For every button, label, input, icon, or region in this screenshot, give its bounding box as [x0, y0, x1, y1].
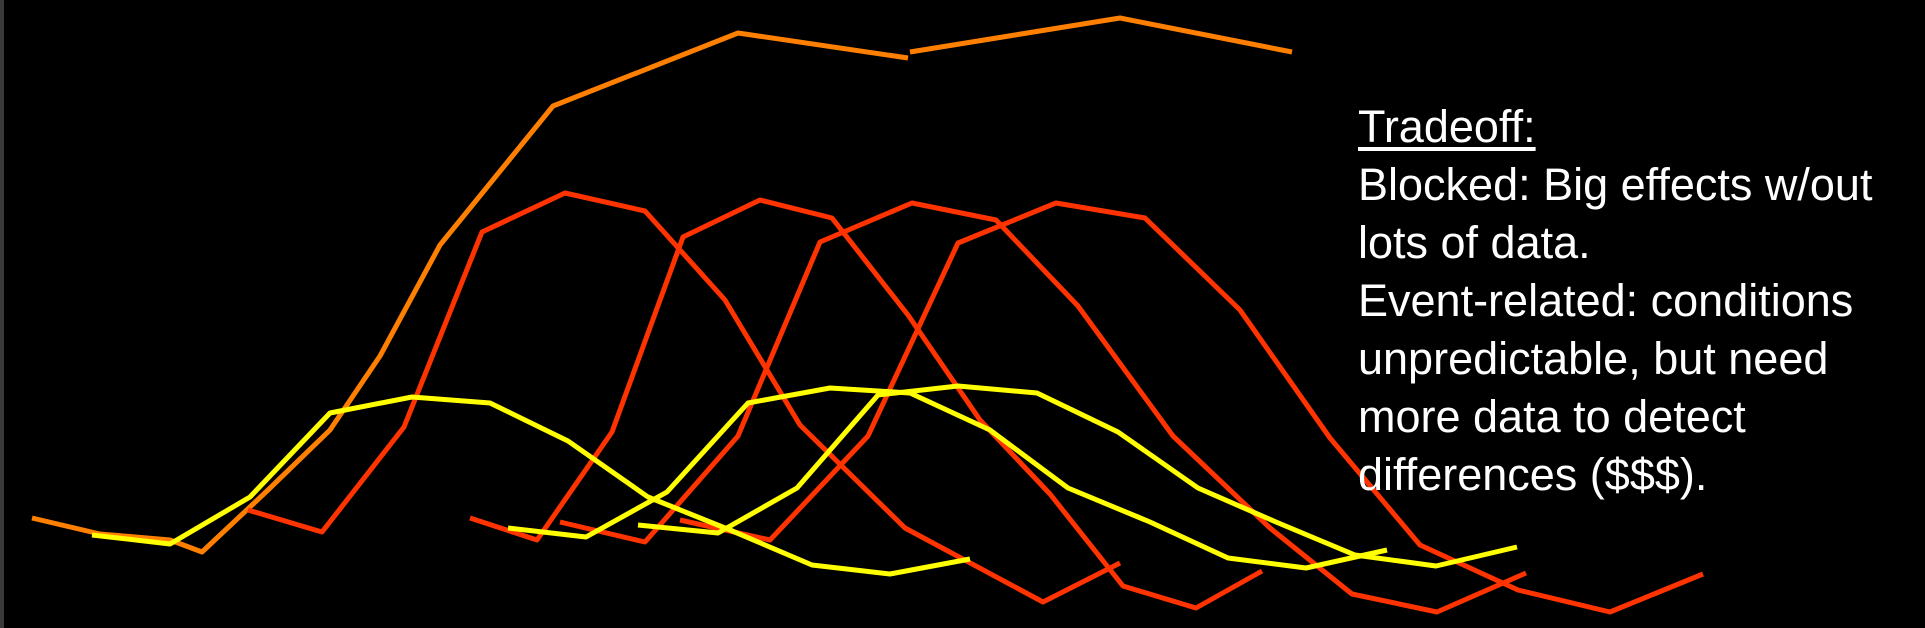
- blocked-curve-segment-1: [31, 30, 909, 555]
- caption-line: lots of data.: [1358, 217, 1591, 268]
- blocked-curve-segment-2: [909, 15, 1293, 55]
- event-baseline-curves: [91, 383, 1518, 577]
- caption-line: unpredictable, but need: [1358, 333, 1829, 384]
- event-baseline-curve-2: [507, 385, 1388, 571]
- event-response-curve-1: [247, 190, 1122, 605]
- event-response-curves: [247, 190, 1704, 615]
- event-baseline-curve-1: [91, 394, 971, 577]
- caption-heading: Tradeoff:: [1358, 101, 1536, 152]
- event-response-curve-2: [469, 197, 1264, 611]
- window-edge: [0, 0, 4, 628]
- caption-line: Event-related: conditions: [1358, 275, 1854, 326]
- event-response-curve-4: [679, 200, 1704, 615]
- caption-line: more data to detect: [1358, 391, 1746, 442]
- blocked-response-curve: [31, 15, 1293, 555]
- caption-line: differences ($$$).: [1358, 449, 1708, 500]
- tradeoff-caption: Tradeoff: Blocked: Big effects w/out lot…: [1358, 98, 1918, 504]
- event-response-curve-3: [559, 200, 1528, 615]
- caption-line: Blocked: Big effects w/out: [1358, 159, 1873, 210]
- event-baseline-curve-3: [637, 383, 1518, 569]
